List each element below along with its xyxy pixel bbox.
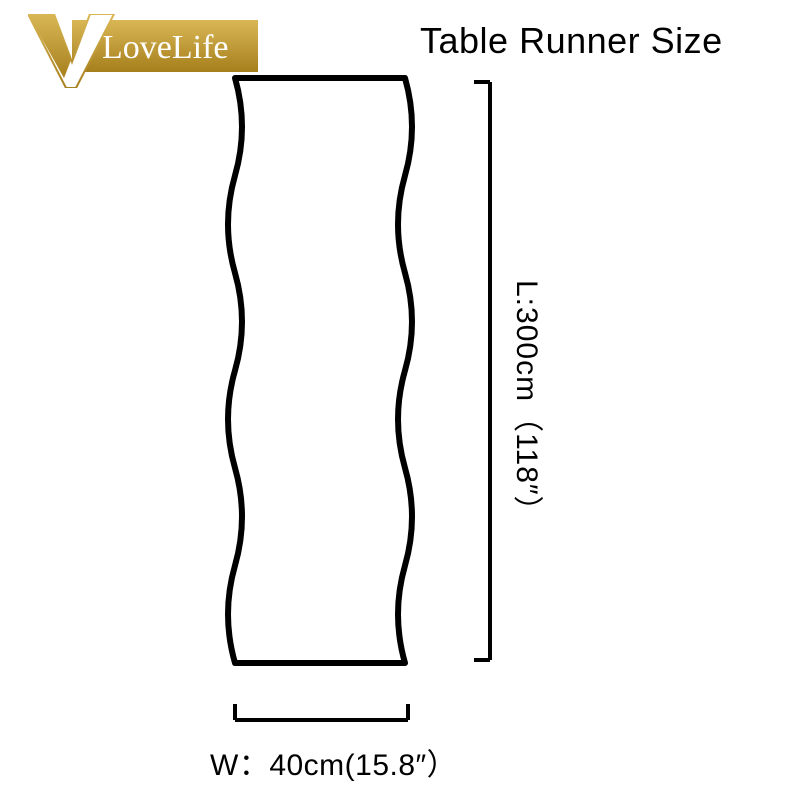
- width-label: W：40cm(15.8″）: [210, 740, 457, 784]
- length-label: L:300cm（118″）: [508, 280, 552, 580]
- size-diagram: [0, 0, 800, 800]
